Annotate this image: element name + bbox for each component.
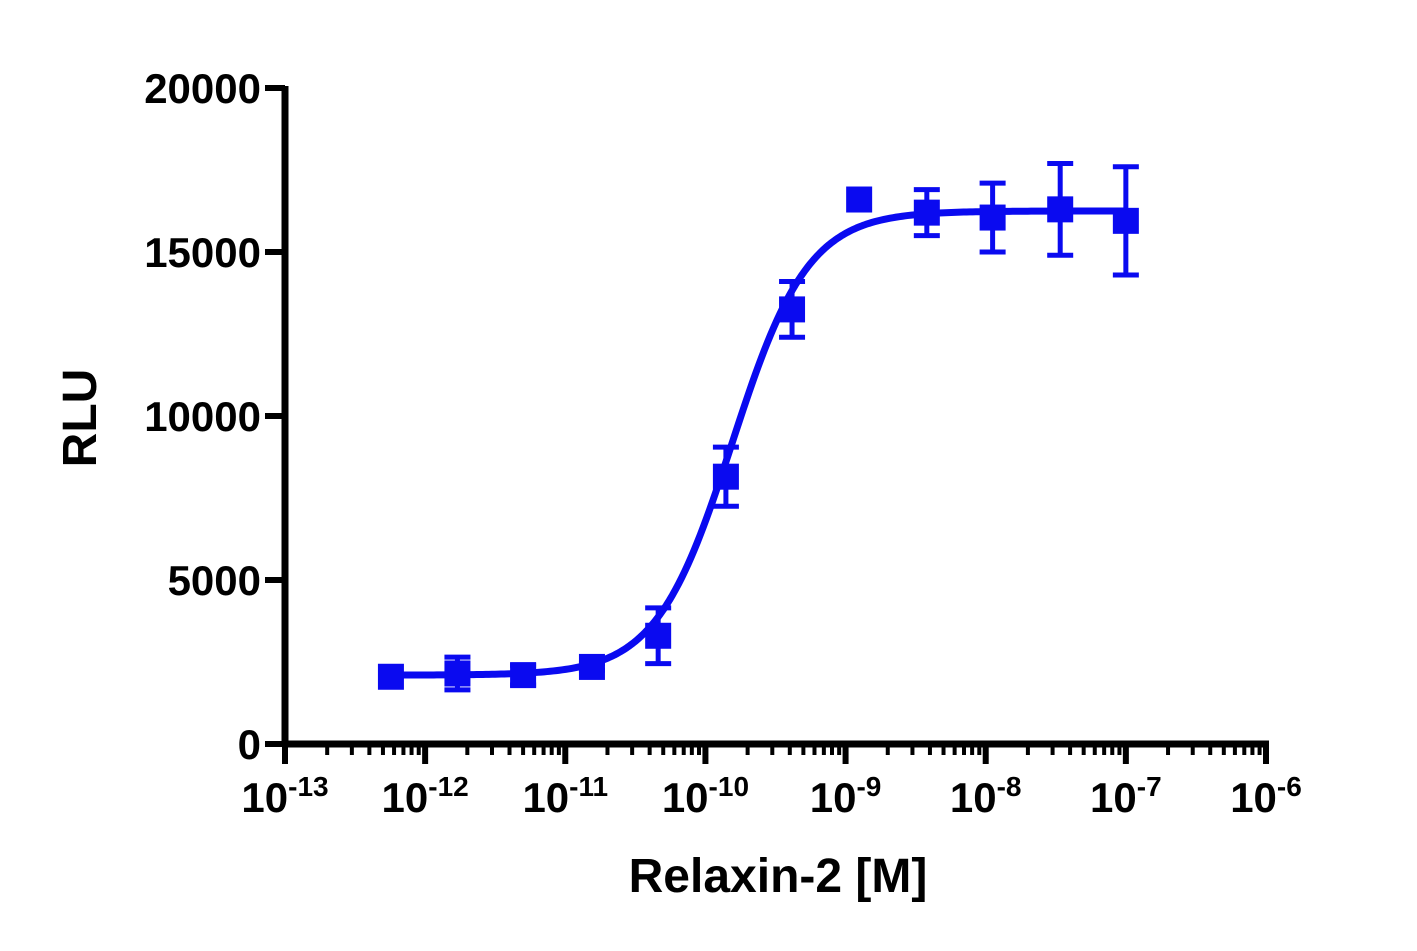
error-bars bbox=[444, 160, 1139, 693]
data-point bbox=[712, 463, 739, 490]
x-tick-label-base: 10 bbox=[1090, 774, 1137, 821]
y-tick-label: 15000 bbox=[144, 229, 261, 276]
data-point bbox=[645, 622, 672, 649]
x-tick-label: 10-12 bbox=[382, 771, 469, 821]
data-points bbox=[377, 186, 1139, 690]
fit-curve bbox=[390, 207, 1127, 679]
x-tick-label-base: 10 bbox=[241, 774, 288, 821]
x-tick-label-exponent: -9 bbox=[856, 771, 881, 802]
data-point bbox=[846, 186, 873, 213]
y-tick-label: 0 bbox=[238, 721, 261, 768]
axes bbox=[281, 86, 1269, 748]
x-tick-label-base: 10 bbox=[662, 774, 709, 821]
data-point bbox=[913, 199, 940, 226]
y-tick-label: 20000 bbox=[144, 65, 261, 112]
x-tick-label-base: 10 bbox=[950, 774, 997, 821]
data-point bbox=[377, 663, 404, 690]
x-tick-label-exponent: -12 bbox=[428, 771, 468, 802]
x-tick-label: 10-6 bbox=[1230, 771, 1302, 821]
y-axis-title: RLU bbox=[54, 369, 107, 468]
y-tick-label: 10000 bbox=[144, 393, 261, 440]
y-ticks: 0 5000 10000 15000 20000 bbox=[144, 65, 285, 768]
x-tick-label-base: 10 bbox=[522, 774, 569, 821]
x-tick-label: 10-9 bbox=[810, 771, 882, 821]
data-point bbox=[979, 204, 1006, 231]
y-tick-label: 5000 bbox=[168, 557, 261, 604]
x-tick-label: 10-8 bbox=[950, 771, 1022, 821]
x-tick-label: 10-13 bbox=[241, 771, 328, 821]
x-tick-label-exponent: -10 bbox=[709, 771, 749, 802]
fit-layer bbox=[390, 207, 1127, 679]
data-point bbox=[578, 653, 605, 680]
x-tick-label-base: 10 bbox=[1230, 774, 1277, 821]
x-tick-label-base: 10 bbox=[810, 774, 857, 821]
x-tick-label-exponent: -8 bbox=[997, 771, 1022, 802]
data-point bbox=[510, 662, 537, 689]
x-ticks: 10-13 10-12 10-11 10-10 10-9 10-8 10-7 10-6 bbox=[241, 744, 1302, 821]
x-tick-label: 10-7 bbox=[1090, 771, 1162, 821]
data-point bbox=[1047, 196, 1074, 223]
data-point bbox=[1112, 207, 1139, 234]
data-point bbox=[779, 296, 806, 323]
x-tick-label: 10-11 bbox=[522, 771, 608, 821]
x-axis-title: Relaxin-2 [M] bbox=[629, 850, 928, 903]
x-tick-label: 10-10 bbox=[662, 771, 749, 821]
data-point bbox=[444, 660, 471, 687]
x-tick-label-exponent: -13 bbox=[288, 771, 328, 802]
x-tick-label-base: 10 bbox=[382, 774, 429, 821]
x-tick-label-exponent: -6 bbox=[1277, 771, 1302, 802]
x-tick-label-exponent: -7 bbox=[1137, 771, 1162, 802]
x-tick-label-exponent: -11 bbox=[569, 771, 608, 802]
